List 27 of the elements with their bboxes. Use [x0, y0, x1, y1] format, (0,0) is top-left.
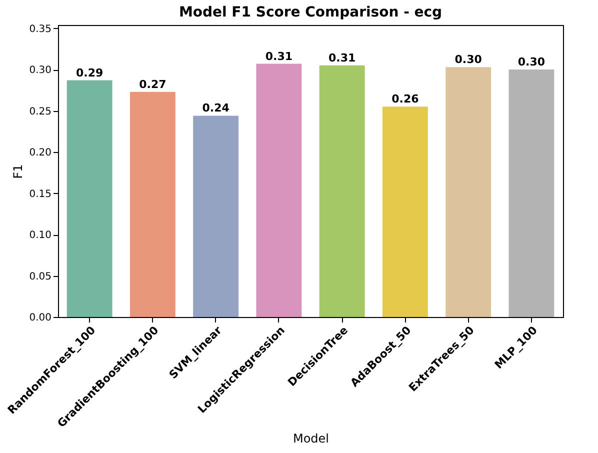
bar [130, 92, 176, 317]
y-axis-title: F1 [11, 164, 26, 179]
data-label: 0.30 [518, 56, 546, 69]
data-label: 0.26 [392, 92, 420, 106]
y-tick-label: 0.35 [29, 24, 52, 35]
y-tick-label: 0.10 [29, 230, 52, 242]
bar [66, 80, 112, 317]
data-label: 0.24 [202, 102, 230, 115]
y-tick-label: 0.00 [29, 312, 52, 324]
bar [256, 64, 302, 317]
data-label: 0.27 [139, 78, 166, 91]
y-tick-label: 0.30 [29, 65, 52, 76]
y-tick-label: 0.25 [29, 106, 52, 118]
y-tick-label: 0.20 [29, 148, 52, 159]
data-label: 0.31 [265, 50, 293, 63]
bar [382, 106, 428, 317]
chart-title: Model F1 Score Comparison - ecg [178, 4, 442, 20]
data-label: 0.29 [76, 66, 104, 80]
data-label: 0.31 [328, 51, 356, 64]
bar [193, 116, 239, 317]
y-tick-label: 0.05 [29, 271, 52, 282]
data-label: 0.30 [454, 53, 482, 66]
bar [508, 70, 554, 317]
bar [446, 67, 492, 317]
bar [319, 65, 365, 317]
x-axis-title: Model [292, 431, 330, 446]
y-tick-label: 0.15 [29, 188, 52, 200]
